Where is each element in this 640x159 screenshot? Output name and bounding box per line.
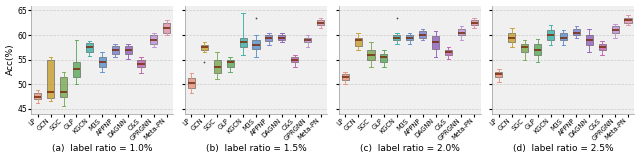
PathPatch shape [393, 35, 401, 40]
PathPatch shape [252, 40, 260, 49]
PathPatch shape [47, 60, 54, 98]
PathPatch shape [406, 35, 413, 40]
PathPatch shape [111, 46, 119, 54]
PathPatch shape [355, 38, 362, 46]
PathPatch shape [86, 43, 93, 52]
PathPatch shape [266, 35, 273, 41]
PathPatch shape [342, 74, 349, 80]
PathPatch shape [150, 35, 157, 44]
PathPatch shape [188, 78, 195, 88]
PathPatch shape [560, 33, 567, 40]
PathPatch shape [625, 18, 632, 23]
PathPatch shape [214, 60, 221, 73]
PathPatch shape [598, 44, 605, 50]
PathPatch shape [138, 60, 145, 67]
PathPatch shape [278, 35, 285, 40]
PathPatch shape [163, 23, 170, 33]
PathPatch shape [586, 35, 593, 45]
PathPatch shape [367, 50, 374, 60]
PathPatch shape [201, 45, 208, 50]
PathPatch shape [380, 54, 387, 62]
PathPatch shape [291, 57, 298, 62]
PathPatch shape [508, 33, 515, 42]
PathPatch shape [304, 38, 311, 42]
PathPatch shape [227, 60, 234, 67]
PathPatch shape [573, 29, 580, 35]
Y-axis label: Acc(%): Acc(%) [6, 44, 15, 76]
PathPatch shape [419, 31, 426, 38]
PathPatch shape [99, 57, 106, 67]
PathPatch shape [470, 20, 478, 25]
PathPatch shape [73, 62, 80, 77]
PathPatch shape [432, 36, 439, 49]
PathPatch shape [547, 30, 554, 40]
PathPatch shape [445, 50, 452, 55]
PathPatch shape [125, 46, 132, 54]
PathPatch shape [317, 20, 324, 25]
X-axis label: (c)  label ratio = 2.0%: (c) label ratio = 2.0% [360, 144, 460, 153]
PathPatch shape [495, 72, 502, 77]
X-axis label: (d)  label ratio = 2.5%: (d) label ratio = 2.5% [513, 144, 614, 153]
PathPatch shape [60, 77, 67, 97]
PathPatch shape [612, 26, 619, 33]
X-axis label: (b)  label ratio = 1.5%: (b) label ratio = 1.5% [205, 144, 307, 153]
PathPatch shape [34, 93, 41, 99]
PathPatch shape [458, 29, 465, 35]
PathPatch shape [521, 44, 528, 52]
PathPatch shape [239, 38, 246, 47]
PathPatch shape [534, 44, 541, 55]
X-axis label: (a)  label ratio = 1.0%: (a) label ratio = 1.0% [52, 144, 152, 153]
